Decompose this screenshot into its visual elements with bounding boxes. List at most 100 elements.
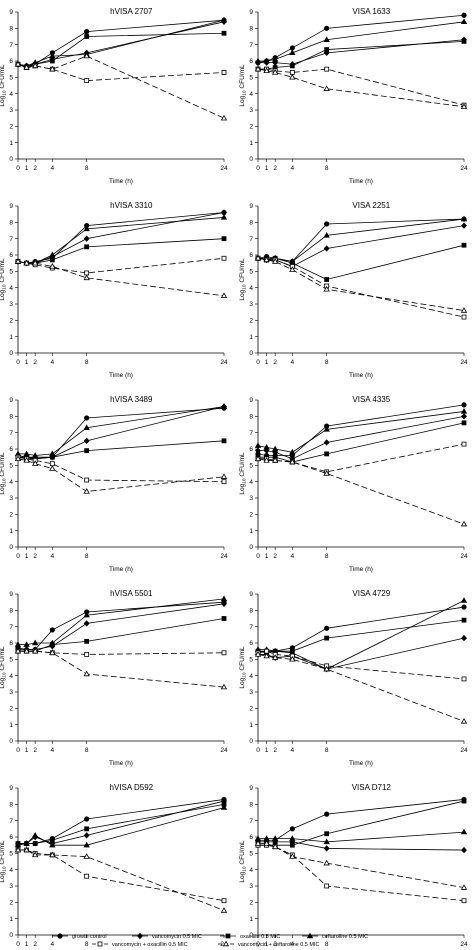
series-line-2: [17, 32, 225, 68]
data-point: [31, 259, 39, 266]
x-tick-label: 4: [51, 747, 55, 754]
y-tick-label: 9: [9, 9, 13, 16]
y-axis-label-unit: CFU/mL: [0, 258, 6, 284]
data-point: [83, 841, 90, 848]
data-point: [221, 650, 227, 656]
series-line-5: [257, 654, 465, 722]
y-tick-label: 1: [9, 334, 13, 341]
x-tick-label: 2: [273, 359, 277, 366]
series-line-3: [258, 831, 465, 843]
x-tick-label: 4: [51, 359, 55, 366]
data-point: [49, 251, 56, 258]
legend-item: vancomycin + oxacillin 0.5 MIC: [92, 941, 188, 948]
x-tick-label: 4: [291, 359, 295, 366]
panel-title: VISA 1633: [352, 7, 390, 16]
y-tick-label: 6: [249, 252, 253, 259]
y-tick-label: 1: [9, 140, 13, 147]
x-tick-label: 24: [220, 165, 228, 172]
y-axis-label-unit: CFU/mL: [0, 840, 6, 866]
legend-marker: [97, 941, 103, 947]
x-tick-label: 24: [460, 165, 468, 172]
y-tick-label: 8: [9, 608, 13, 615]
x-tick-label: 0: [16, 165, 20, 172]
data-point: [323, 439, 330, 446]
data-point: [220, 114, 228, 121]
data-point: [323, 845, 330, 852]
data-point: [220, 595, 228, 602]
data-point: [31, 452, 39, 458]
x-tick-label: 8: [325, 359, 329, 366]
data-point: [14, 846, 22, 853]
data-point: [289, 826, 295, 832]
data-point: [84, 477, 90, 483]
data-point: [324, 451, 330, 457]
y-tick-label: 9: [249, 591, 253, 598]
data-point: [49, 52, 56, 59]
series-line-1: [258, 637, 465, 670]
legend-item: vancomycin + ceftaroline 0.5 MIC: [218, 940, 319, 948]
data-point: [49, 639, 56, 646]
x-tick-label: 1: [25, 747, 29, 754]
data-point: [221, 438, 227, 444]
y-tick-label: 8: [249, 802, 253, 809]
y-tick-label: 9: [249, 397, 253, 404]
y-tick-label: 6: [9, 640, 13, 647]
data-point: [289, 842, 295, 848]
data-point: [84, 28, 90, 35]
y-axis-label-main: Log: [0, 95, 6, 106]
x-tick-label: 1: [25, 359, 29, 366]
y-axis-label-unit: CFU/mL: [239, 840, 246, 866]
y-tick-label: 0: [9, 544, 13, 551]
data-point: [254, 65, 262, 72]
legend-marker: [57, 933, 63, 939]
data-point: [23, 647, 30, 654]
y-axis-label: Log10 CFU/mL: [239, 452, 248, 495]
data-point: [254, 254, 262, 261]
x-tick-label: 0: [16, 941, 20, 948]
legend-label: ceftaroline 0.5 MIC: [322, 934, 368, 940]
data-point: [254, 57, 262, 64]
data-point: [83, 832, 90, 839]
y-tick-label: 2: [249, 318, 253, 325]
x-axis-label: Time (h): [349, 372, 373, 379]
y-tick-label: 1: [9, 916, 13, 923]
x-tick-label: 1: [25, 941, 29, 948]
data-point: [14, 647, 22, 654]
series-line-5: [18, 650, 225, 688]
y-tick-label: 9: [249, 785, 253, 792]
y-tick-label: 5: [249, 851, 253, 858]
y-tick-label: 2: [9, 124, 13, 131]
data-point: [289, 49, 296, 56]
data-point: [221, 616, 227, 621]
series-line-0: [17, 799, 225, 846]
series-line-3: [258, 21, 465, 62]
x-tick-label: 0: [16, 359, 20, 366]
y-tick-label: 3: [9, 107, 13, 114]
x-tick-label: 0: [256, 165, 260, 172]
y-tick-label: 1: [249, 722, 253, 729]
series-line-4: [17, 257, 225, 274]
y-tick-label: 8: [9, 802, 13, 809]
y-tick-label: 6: [249, 446, 253, 453]
data-point: [84, 816, 90, 822]
y-axis-label-sub: 10: [242, 478, 248, 484]
y-tick-label: 0: [9, 350, 13, 357]
x-axis-label: Time (h): [349, 566, 373, 573]
data-point: [220, 16, 228, 23]
legend-item: vancomycin 0.5 MIC: [132, 932, 202, 940]
x-tick-label: 8: [85, 553, 89, 560]
data-point: [323, 665, 330, 672]
series-line-4: [258, 844, 465, 902]
y-axis-label-sub: 10: [242, 284, 248, 290]
data-point: [83, 52, 90, 59]
panel-title: hVISA 5501: [110, 589, 153, 598]
data-point: [289, 835, 296, 841]
y-axis-label-main: Log: [0, 483, 6, 494]
y-tick-label: 0: [9, 932, 13, 939]
data-point: [220, 683, 228, 690]
y-tick-label: 6: [9, 58, 13, 65]
data-point: [31, 831, 39, 838]
y-tick-label: 5: [9, 463, 13, 470]
data-point: [323, 838, 330, 845]
